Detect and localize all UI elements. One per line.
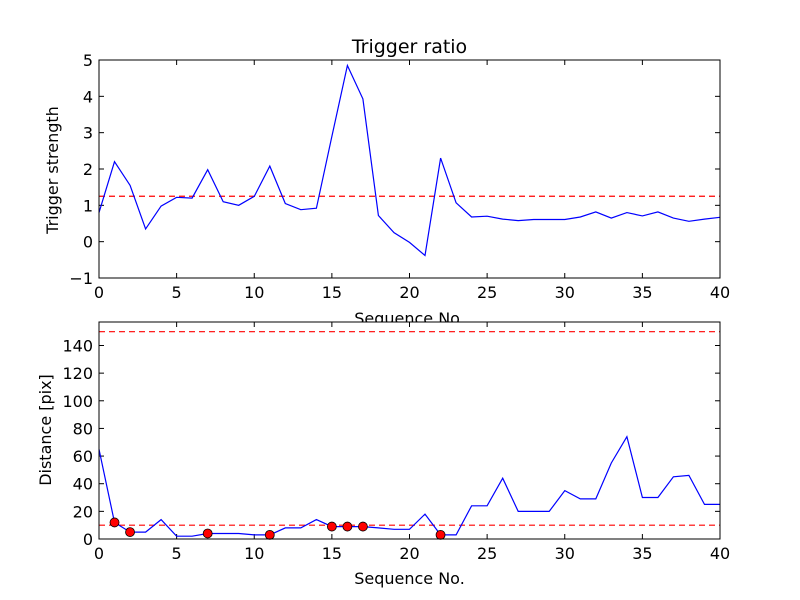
x-tick-label: 40 bbox=[710, 544, 730, 563]
chart-title: Trigger ratio bbox=[351, 36, 467, 58]
y-tick-label: 100 bbox=[62, 392, 93, 411]
trigger-strength-line bbox=[98, 63, 721, 257]
y-axis-label: Trigger strength bbox=[43, 106, 62, 235]
distance-line bbox=[98, 435, 720, 537]
y-tick-label: 1 bbox=[83, 196, 93, 215]
data-point-marker bbox=[342, 521, 353, 532]
x-tick-label: 0 bbox=[94, 544, 104, 563]
x-tick-label: 35 bbox=[632, 283, 652, 302]
y-tick-label: 40 bbox=[73, 475, 93, 494]
data-point-marker bbox=[435, 529, 446, 540]
y-tick-label: 0 bbox=[83, 233, 93, 252]
x-tick-label: 10 bbox=[244, 283, 264, 302]
x-tick-label: 20 bbox=[399, 544, 419, 563]
y-tick-label: 2 bbox=[83, 160, 93, 179]
data-point-marker bbox=[109, 517, 120, 528]
x-tick-label: 25 bbox=[477, 283, 497, 302]
x-tick-label: 10 bbox=[244, 544, 264, 563]
y-tick-label: −1 bbox=[69, 269, 93, 288]
data-point-marker bbox=[326, 521, 337, 532]
x-tick-label: 40 bbox=[710, 283, 730, 302]
x-tick-label: 15 bbox=[322, 283, 342, 302]
y-tick-label: 5 bbox=[83, 51, 93, 70]
y-tick-label: 20 bbox=[73, 502, 93, 521]
x-tick-label: 0 bbox=[94, 283, 104, 302]
x-tick-label: 25 bbox=[477, 544, 497, 563]
data-point-marker bbox=[264, 529, 275, 540]
y-tick-label: 0 bbox=[83, 530, 93, 549]
x-tick-label: 5 bbox=[172, 283, 182, 302]
plot-border bbox=[98, 59, 721, 279]
x-tick-label: 35 bbox=[632, 544, 652, 563]
plot-area bbox=[99, 60, 720, 278]
y-axis-label: Distance [pix] bbox=[36, 374, 55, 486]
y-tick-label: 120 bbox=[62, 364, 93, 383]
y-tick-label: 4 bbox=[83, 87, 93, 106]
data-point-marker bbox=[125, 527, 135, 537]
data-point-marker bbox=[202, 528, 213, 539]
x-tick-label: 20 bbox=[399, 283, 419, 302]
y-tick-label: 140 bbox=[62, 336, 93, 355]
x-tick-label: 5 bbox=[172, 544, 182, 563]
y-tick-label: 3 bbox=[83, 124, 93, 143]
distance-chart: 0 5 10 15 20 25 30 35 40 0 20 40 60 80 100 120 140 Seque… bbox=[36, 321, 730, 588]
y-tick-label: 60 bbox=[73, 447, 93, 466]
y-tick-label: 80 bbox=[73, 419, 93, 438]
x-tick-label: 30 bbox=[555, 283, 575, 302]
plot-border bbox=[98, 321, 721, 540]
x-axis-label: Sequence No. bbox=[354, 569, 465, 588]
x-tick-label: 15 bbox=[322, 544, 342, 563]
data-point-marker bbox=[358, 521, 368, 532]
x-tick-label: 30 bbox=[555, 544, 575, 563]
plot-area bbox=[99, 322, 720, 539]
